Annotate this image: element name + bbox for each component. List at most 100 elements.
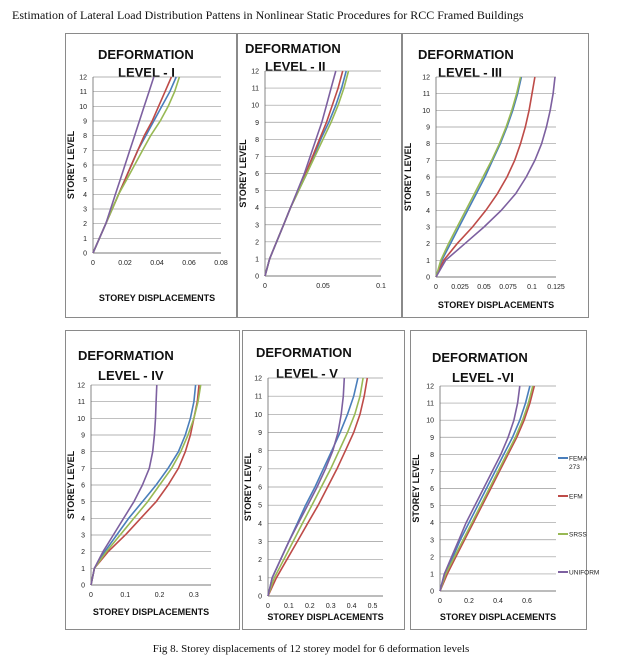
x-tick-label: 0.075 (499, 284, 517, 291)
y-tick-label: 10 (79, 104, 87, 111)
chart-title-line2: LEVEL - III (438, 65, 502, 80)
y-tick-label: 1 (81, 566, 85, 573)
y-tick-label: 0 (258, 594, 262, 601)
x-tick-label: 0.2 (305, 603, 315, 610)
y-tick-label: 8 (255, 137, 259, 144)
y-tick-label: 8 (258, 448, 262, 455)
y-axis-label: STOREY LEVEL (66, 450, 76, 519)
y-tick-label: 2 (83, 221, 87, 228)
x-tick-label: 0.4 (493, 598, 503, 605)
y-tick-label: 11 (423, 91, 430, 98)
y-tick-label: 5 (255, 188, 259, 195)
series-line-uniform (90, 384, 158, 586)
x-tick-label: 0.06 (182, 260, 196, 267)
y-tick-label: 5 (81, 499, 85, 506)
x-axis-label: STOREY DISPLACEMENTS (99, 293, 215, 303)
y-tick-label: 7 (81, 466, 85, 473)
y-tick-label: 10 (77, 416, 85, 423)
x-tick-label: 0.04 (150, 260, 164, 267)
y-axis-label: STOREY LEVEL (66, 130, 76, 199)
x-tick-label: 0 (91, 260, 95, 267)
x-axis-label: STOREY DISPLACEMENTS (267, 612, 383, 622)
x-tick-label: 0.2 (155, 592, 165, 599)
y-tick-label: 7 (255, 154, 259, 161)
y-tick-label: 5 (83, 177, 87, 184)
page-header: Estimation of Lateral Load Distribution … (12, 8, 524, 22)
y-tick-label: 2 (81, 549, 85, 556)
y-axis-label: STOREY LEVEL (411, 454, 421, 523)
y-tick-label: 6 (426, 175, 430, 182)
x-tick-label: 0.125 (547, 284, 565, 291)
y-tick-label: 1 (430, 571, 434, 578)
y-tick-label: 1 (255, 256, 259, 263)
chart-title-line2: LEVEL - I (118, 65, 175, 80)
x-tick-label: 0.6 (522, 598, 532, 605)
series-line-fema-273 (435, 76, 523, 278)
series-line-uniform (92, 76, 155, 254)
x-tick-label: 0.5 (368, 603, 378, 610)
x-tick-label: 0 (263, 283, 267, 290)
chart-title-line2: LEVEL - IV (98, 368, 164, 383)
y-tick-label: 0 (426, 275, 430, 282)
y-tick-label: 10 (254, 412, 262, 419)
x-tick-label: 0.1 (284, 603, 294, 610)
legend-label: SRSS (569, 532, 587, 539)
x-axis-label: STOREY DISPLACEMENTS (440, 612, 556, 622)
chart-title-line1: DEFORMATION (418, 47, 514, 62)
x-tick-label: 0.05 (477, 284, 491, 291)
y-tick-label: 11 (80, 89, 87, 96)
y-tick-label: 11 (252, 86, 259, 93)
x-tick-label: 0.2 (464, 598, 474, 605)
y-tick-label: 10 (426, 418, 434, 425)
series-line-srss (439, 385, 534, 592)
y-tick-label: 3 (430, 537, 434, 544)
y-tick-label: 3 (83, 207, 87, 214)
y-tick-label: 5 (258, 503, 262, 510)
series-line-fema-273 (439, 385, 531, 592)
x-tick-label: 0.4 (347, 603, 357, 610)
y-tick-label: 7 (258, 466, 262, 473)
y-tick-label: 8 (430, 452, 434, 459)
series-line-uniform (439, 385, 521, 592)
y-tick-label: 7 (426, 158, 430, 165)
y-tick-label: 3 (426, 225, 430, 232)
panel-border (65, 33, 237, 318)
y-tick-label: 4 (430, 520, 434, 527)
y-tick-label: 9 (83, 119, 87, 126)
series-line-srss (435, 76, 522, 278)
chart-title-line1: DEFORMATION (256, 345, 352, 360)
series-line-srss (90, 384, 202, 586)
x-tick-label: 0.1 (120, 592, 130, 599)
series-line-uniform (435, 76, 556, 278)
y-tick-label: 2 (430, 554, 434, 561)
y-tick-label: 4 (258, 521, 262, 528)
chart-title-line1: DEFORMATION (432, 350, 528, 365)
series-line-efm (435, 76, 536, 278)
y-tick-label: 12 (422, 75, 430, 82)
y-tick-label: 9 (255, 120, 259, 127)
chart-title-line1: DEFORMATION (245, 41, 341, 56)
x-tick-label: 0 (266, 603, 270, 610)
legend-label: FEMA (569, 456, 588, 463)
y-tick-label: 1 (426, 258, 430, 265)
y-axis-label: STOREY LEVEL (243, 452, 253, 521)
y-tick-label: 0 (83, 251, 87, 258)
y-axis-label: STOREY LEVEL (403, 142, 413, 211)
y-tick-label: 5 (426, 191, 430, 198)
panel-border (402, 33, 589, 318)
x-tick-label: 0.1 (527, 284, 537, 291)
y-tick-label: 4 (83, 192, 87, 199)
y-tick-label: 9 (430, 435, 434, 442)
chart-title-line2: LEVEL -VI (452, 370, 514, 385)
series-line-uniform (267, 377, 346, 597)
legend-label: UNIFORM (569, 570, 599, 577)
x-tick-label: 0.025 (451, 284, 469, 291)
figure-caption: Fig 8. Storey displacements of 12 storey… (152, 643, 470, 655)
series-line-fema-273 (90, 384, 197, 586)
x-tick-label: 0.3 (189, 592, 199, 599)
